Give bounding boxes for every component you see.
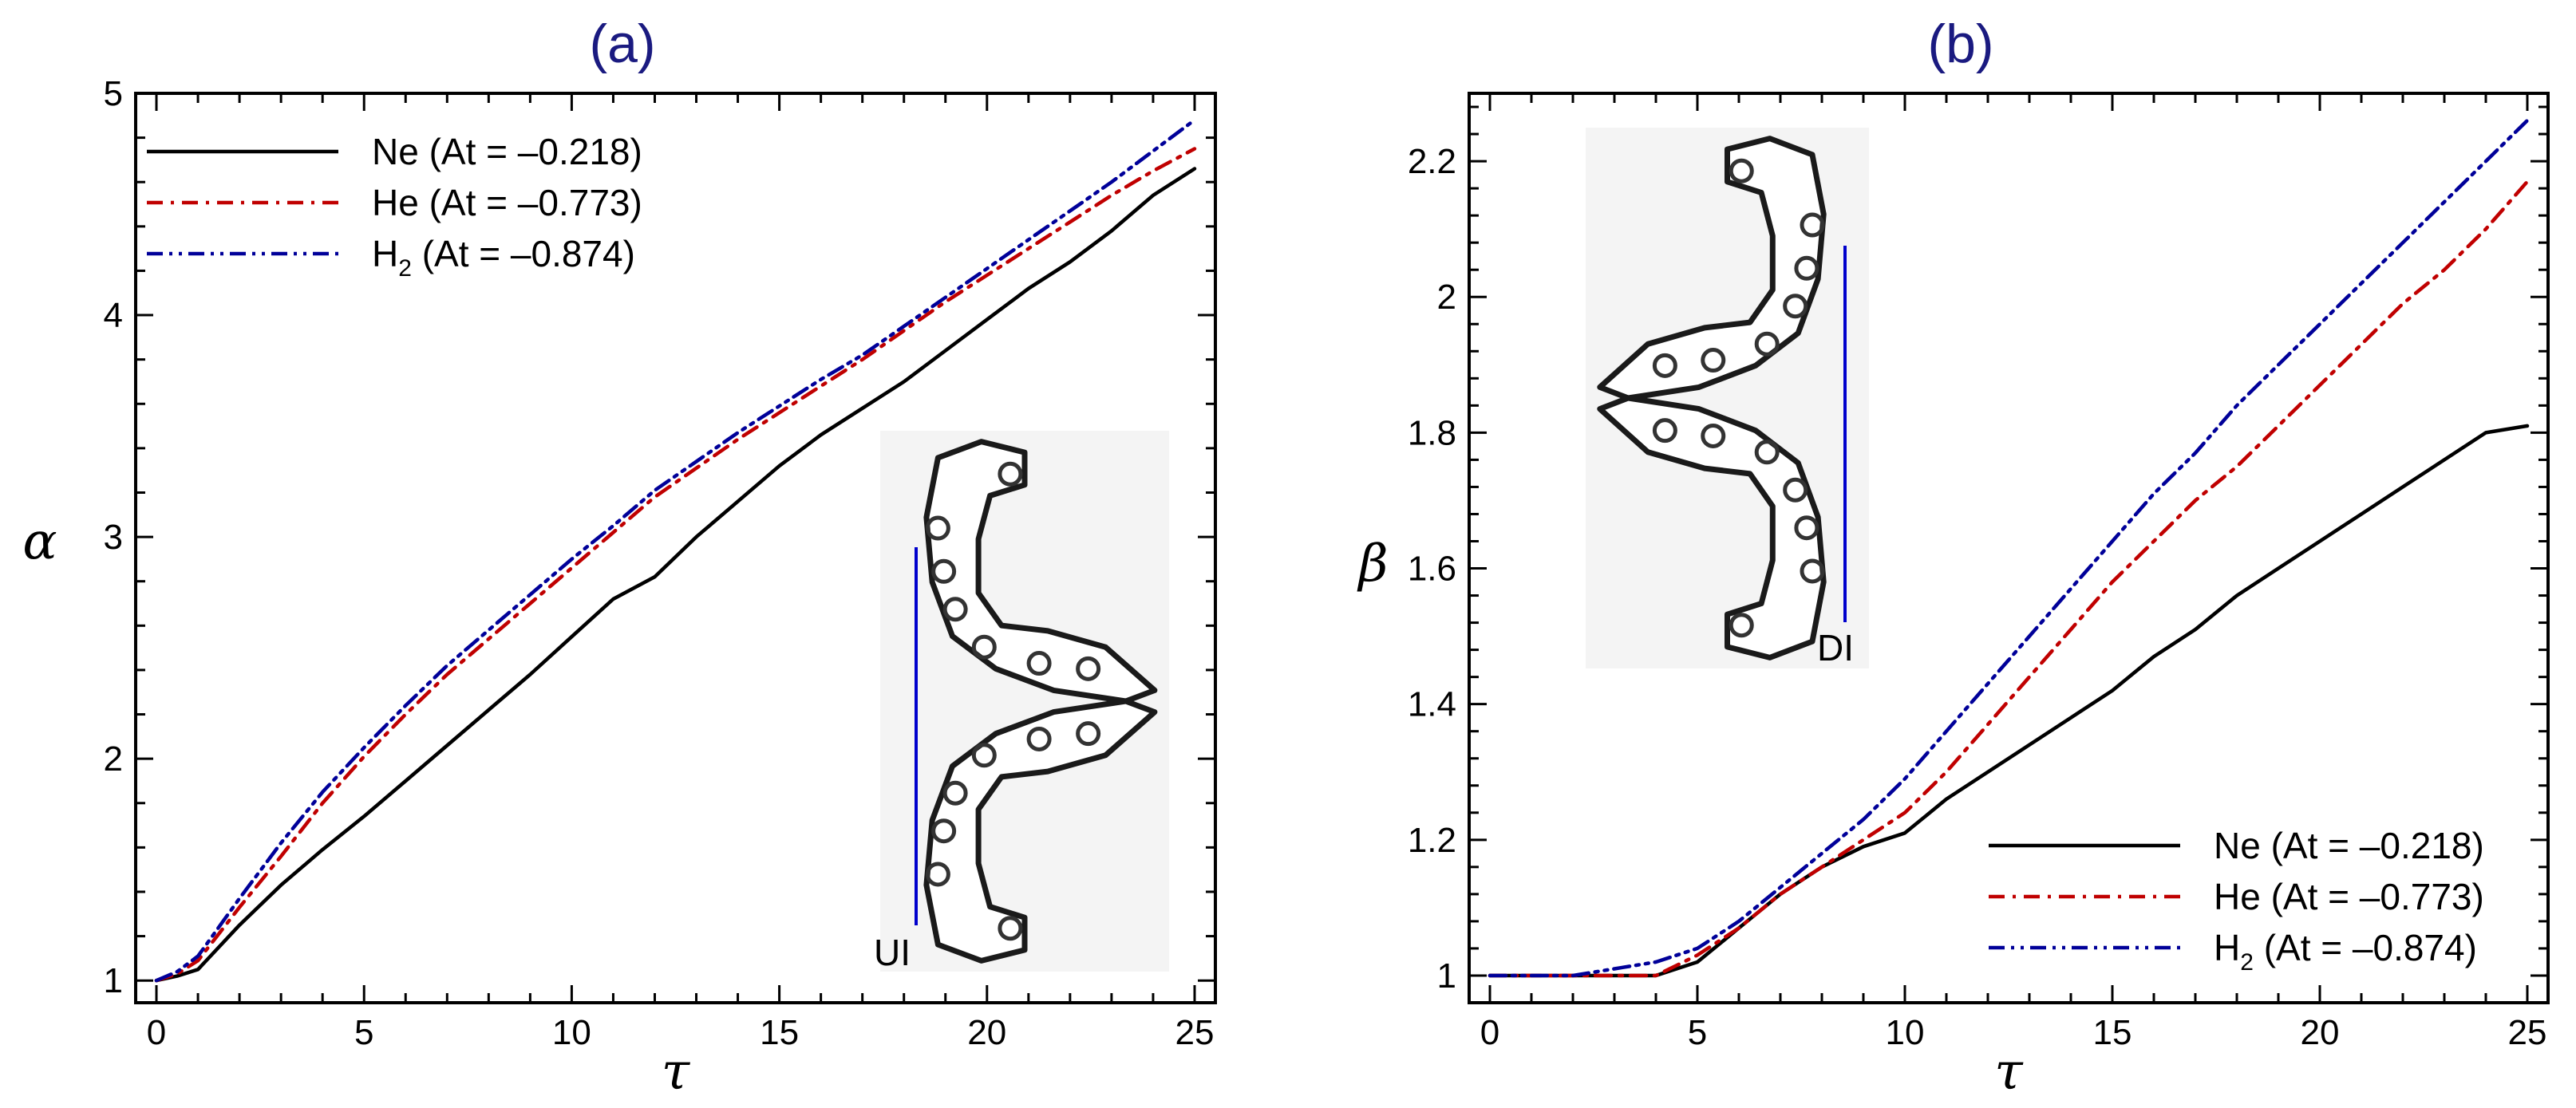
legend-label-he: He (At = –0.773): [2214, 876, 2484, 917]
inset-vortex: [1794, 255, 1819, 281]
panel-b-y-axis-label: β: [1357, 534, 1389, 593]
inset-vortex: [1026, 726, 1052, 751]
inset-vortex: [1794, 515, 1819, 541]
y-tick-label: 1.4: [1408, 685, 1456, 724]
y-tick-label: 2: [1437, 278, 1456, 317]
inset-vortex: [1652, 353, 1677, 378]
legend-label-he: He (At = –0.773): [372, 182, 642, 223]
inset-vortex: [1754, 331, 1780, 357]
inset-vortex: [931, 818, 957, 844]
legend-label-ne: Ne (At = –0.218): [2214, 825, 2484, 866]
inset-vortex: [1026, 651, 1052, 676]
inset-vortex: [1800, 212, 1825, 238]
inset-vortex: [942, 597, 968, 622]
y-tick-label: 1: [104, 961, 123, 1000]
y-tick-label: 2.2: [1408, 142, 1456, 181]
inset-vortex: [998, 916, 1023, 941]
inset-vortex: [1800, 558, 1825, 584]
x-tick-label: 5: [354, 1013, 373, 1052]
x-tick-label: 0: [147, 1013, 166, 1052]
inset-vortex: [1754, 440, 1780, 465]
panel-b-ticks: 0 5 10 15 20 25 1 1.2 1.4 1.6 1.8 2 2.2: [1408, 93, 2548, 1052]
x-tick-label: 5: [1688, 1013, 1707, 1052]
panel-a-ticks: 0 5 10 15 20 25 1 2 3 4 5: [104, 74, 1215, 1052]
inset-vortex: [1729, 613, 1754, 638]
panel-a-frame: [134, 92, 1217, 1004]
panel-a-title: (a): [589, 14, 655, 74]
x-tick-label: 15: [760, 1013, 799, 1052]
inset-vortex: [1076, 656, 1101, 681]
x-tick-label: 25: [1175, 1013, 1215, 1052]
panel-a-x-axis-label: τ: [662, 1043, 691, 1102]
inset-vortex: [925, 515, 950, 541]
panel-b-legend: Ne (At = –0.218) He (At = –0.773) H2 (At =…: [1989, 825, 2484, 976]
inset-vortex: [1652, 418, 1677, 444]
legend-label-h2: H2 (At = –0.874): [2214, 927, 2477, 976]
x-tick-label: 0: [1480, 1013, 1499, 1052]
inset-vortex: [1783, 477, 1808, 503]
series-line-he: [154, 147, 1197, 983]
inset-vortex: [971, 634, 997, 660]
inset-vortex: [931, 558, 957, 584]
inset-vortex: [1729, 158, 1754, 183]
inset-vortex: [971, 743, 997, 768]
x-tick-label: 20: [967, 1013, 1006, 1052]
panel-a: (a) 0 5 10 15 20 25 1 2 3 4 5 UI Ne (At = –0.218) H…: [22, 14, 1217, 1102]
y-tick-label: 2: [104, 739, 123, 779]
panel-b-x-axis-label: τ: [1994, 1043, 2024, 1102]
x-tick-label: 15: [2093, 1013, 2132, 1052]
series-line-ne: [1488, 424, 2530, 978]
series-line-h2: [154, 118, 1197, 983]
inset-vortex: [925, 862, 950, 887]
legend-label-h2: H2 (At = –0.874): [372, 233, 635, 282]
inset-vortex: [1783, 294, 1808, 319]
inset-vortex: [1701, 423, 1726, 448]
panel-a-inset: UI: [874, 431, 1169, 973]
legend-label-ne: Ne (At = –0.218): [372, 131, 642, 172]
panel-b-frame: [1468, 92, 2550, 1004]
panel-b-title: (b): [1927, 14, 1993, 74]
series-line-h2: [1488, 118, 2530, 978]
panel-b: (b) 0 5 10 15 20 25 1 1.2 1.4 1.6 1.8 2 2.2 DI Ne (A…: [1357, 14, 2550, 1102]
y-tick-label: 1.2: [1408, 821, 1456, 860]
panel-a-legend: Ne (At = –0.218) He (At = –0.773) H2 (At =…: [147, 131, 642, 282]
inset-vortex: [998, 461, 1023, 487]
panel-b-inset: DI: [1586, 128, 1869, 668]
x-tick-label: 20: [2301, 1013, 2340, 1052]
x-tick-label: 10: [1886, 1013, 1925, 1052]
series-line-ne: [154, 167, 1197, 983]
y-tick-label: 4: [104, 296, 123, 335]
y-tick-label: 3: [104, 518, 123, 557]
panel-a-series: [154, 118, 1197, 983]
inset-label: DI: [1817, 627, 1854, 668]
panel-a-y-axis-label: α: [22, 512, 57, 571]
y-tick-label: 1.6: [1408, 550, 1456, 589]
x-tick-label: 10: [552, 1013, 591, 1052]
y-tick-label: 1: [1437, 956, 1456, 996]
panel-b-series: [1488, 118, 2530, 978]
inset-label: UI: [874, 932, 911, 973]
y-tick-label: 5: [104, 74, 123, 113]
inset-vortex: [1701, 348, 1726, 373]
inset-vortex: [942, 780, 968, 806]
inset-vortex: [1076, 721, 1101, 747]
y-tick-label: 1.8: [1408, 413, 1456, 452]
x-tick-label: 25: [2508, 1013, 2547, 1052]
